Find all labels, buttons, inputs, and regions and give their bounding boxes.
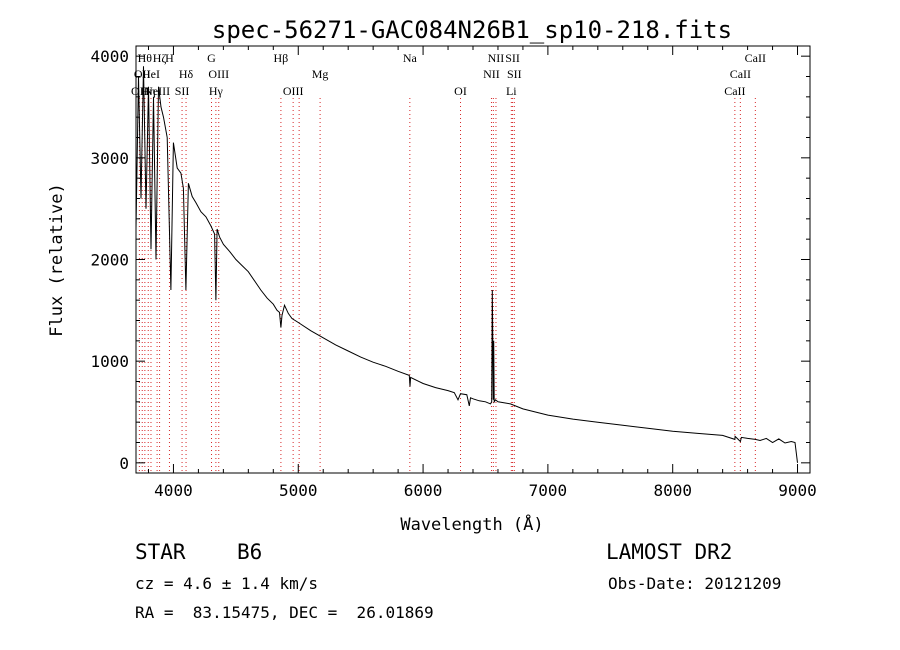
star-class: STAR bbox=[135, 540, 186, 564]
survey-name: LAMOST DR2 bbox=[606, 540, 733, 564]
line-marker-label: Hζ bbox=[153, 51, 167, 65]
y-tick-label: 0 bbox=[119, 454, 129, 473]
line-marker-label: OI bbox=[454, 84, 467, 98]
y-tick-label: 1000 bbox=[90, 352, 129, 371]
line-marker-label: CaII bbox=[724, 84, 745, 98]
line-marker-label: SII bbox=[507, 67, 522, 81]
line-marker-label: Hβ bbox=[274, 51, 289, 65]
x-tick-label: 8000 bbox=[653, 481, 692, 500]
line-marker-label: G bbox=[207, 51, 216, 65]
redshift-value: cz = 4.6 ± 1.4 km/s bbox=[135, 574, 319, 593]
line-marker-label: Hδ bbox=[179, 67, 194, 81]
axis-ticks: 4000 5000 6000 7000 8000 9000 0 1000 2000 3000 400… bbox=[90, 46, 817, 500]
x-axis-label: Wavelength (Å) bbox=[400, 513, 543, 535]
line-marker-label: CaII bbox=[730, 67, 751, 81]
x-tick-label: 5000 bbox=[279, 481, 318, 500]
line-marker-label: CaII bbox=[745, 51, 766, 65]
line-marker-label: Hθ bbox=[138, 51, 153, 65]
x-tick-label: 7000 bbox=[529, 481, 568, 500]
line-markers: OIIOIIHθHηHeINeIIIHζHSIIHδGHγOIIIHβOIIIM… bbox=[131, 51, 766, 473]
line-marker-label: NII bbox=[483, 67, 500, 81]
x-tick-label: 6000 bbox=[404, 481, 443, 500]
coordinates: RA = 83.15475, DEC = 26.01869 bbox=[135, 603, 434, 622]
line-marker-label: NeIII bbox=[144, 84, 170, 98]
line-marker-label: OIII bbox=[208, 67, 229, 81]
observation-date: Obs-Date: 20121209 bbox=[608, 574, 782, 593]
line-marker-label: NII bbox=[488, 51, 505, 65]
line-marker-label: OIII bbox=[283, 84, 304, 98]
spectrum-line bbox=[135, 66, 798, 463]
line-marker-label: SII bbox=[505, 51, 520, 65]
line-marker-label: Na bbox=[403, 51, 418, 65]
line-marker-label: H bbox=[165, 51, 174, 65]
plot-frame bbox=[135, 45, 811, 474]
y-tick-label: 4000 bbox=[90, 47, 129, 66]
x-tick-label: 9000 bbox=[778, 481, 817, 500]
line-marker-label: Li bbox=[506, 84, 517, 98]
star-subclass: B6 bbox=[237, 540, 263, 564]
y-tick-label: 3000 bbox=[90, 149, 129, 168]
chart-title: spec-56271-GAC084N26B1_sp10-218.fits bbox=[212, 16, 732, 44]
line-marker-label: Hγ bbox=[209, 84, 224, 98]
line-marker-label: HeI bbox=[142, 67, 160, 81]
x-tick-label: 4000 bbox=[154, 481, 193, 500]
y-tick-label: 2000 bbox=[90, 251, 129, 270]
y-axis-label: Flux (relative) bbox=[47, 183, 67, 337]
line-marker-label: Mg bbox=[312, 67, 329, 81]
line-marker-label: SII bbox=[175, 84, 190, 98]
